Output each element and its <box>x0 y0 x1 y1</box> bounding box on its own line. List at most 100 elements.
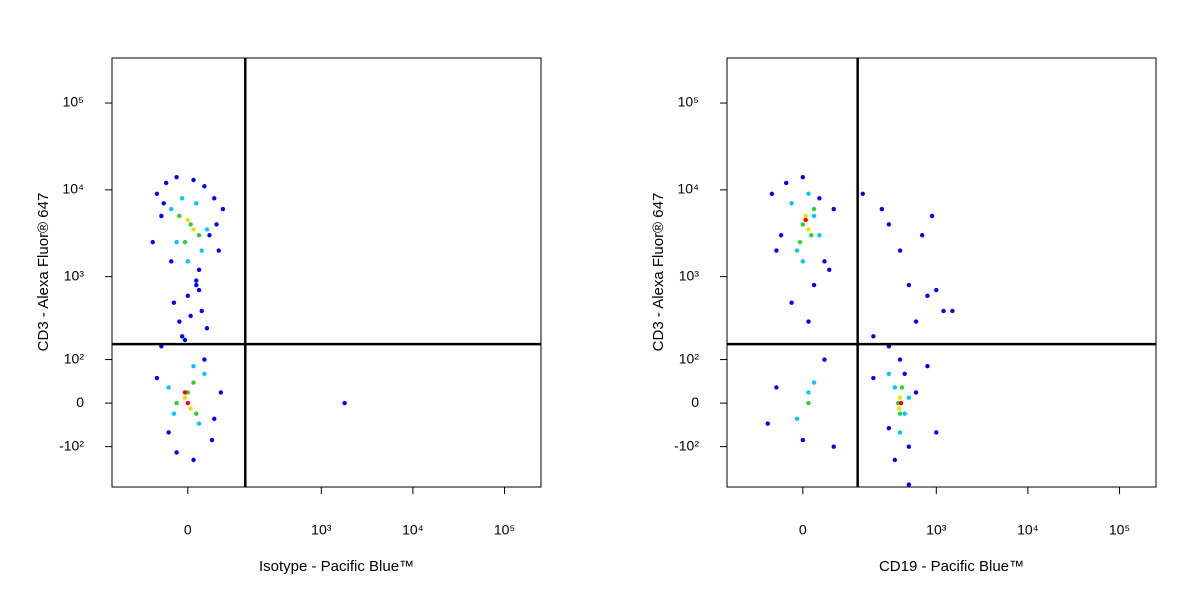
event-dot <box>902 371 907 377</box>
event-dot <box>950 308 955 314</box>
x-tick-label: 10³ <box>926 522 947 538</box>
y-tick-label: 10² <box>679 350 700 366</box>
event-dot <box>794 416 800 422</box>
event-dot <box>202 357 207 362</box>
y-tick-label: 10³ <box>64 267 85 283</box>
event-dot <box>897 395 903 400</box>
y-axis-title: CD3 - Alexa Fluor® 647 <box>650 193 667 352</box>
event-dot <box>182 390 188 395</box>
y-tick-label: 0 <box>691 394 699 410</box>
event-dot <box>886 222 892 227</box>
event-dot <box>185 217 191 223</box>
event-dot <box>188 313 193 319</box>
event-dot <box>897 357 903 362</box>
event-dot <box>831 206 836 212</box>
event-dot <box>827 267 832 272</box>
event-dot <box>817 196 822 201</box>
event-dot <box>214 222 219 227</box>
event-dot <box>216 248 221 253</box>
event-dot <box>913 319 919 324</box>
event-dot <box>199 248 204 253</box>
event-dot <box>174 239 179 245</box>
event-dot <box>925 363 930 369</box>
y-tick-label: 10⁴ <box>677 181 699 197</box>
event-dot <box>191 363 196 369</box>
y-tick-label: 10⁵ <box>678 94 699 110</box>
event-dot <box>806 390 811 395</box>
event-dot <box>831 444 836 449</box>
event-dot <box>194 201 199 206</box>
event-dot <box>794 248 800 253</box>
event-dot <box>897 430 903 435</box>
event-dot <box>941 308 946 314</box>
event-dot <box>765 421 770 426</box>
x-tick-label: 10⁴ <box>402 522 424 538</box>
event-dot <box>800 222 806 227</box>
event-dot <box>811 380 817 385</box>
event-dot <box>191 380 196 385</box>
event-dot <box>934 287 939 293</box>
event-dot <box>182 239 188 245</box>
event-dot <box>191 177 196 183</box>
event-dot <box>789 201 794 206</box>
event-dot <box>811 213 817 219</box>
event-dot <box>179 334 185 339</box>
event-dot <box>806 319 811 324</box>
event-dot <box>897 248 903 253</box>
event-dot <box>902 411 907 416</box>
event-dot <box>822 259 827 264</box>
event-dot <box>185 259 191 264</box>
event-dot <box>174 450 179 455</box>
event-dot <box>212 196 217 201</box>
event-dot <box>896 406 902 411</box>
x-tick-label: 10⁴ <box>1017 522 1039 538</box>
event-dot <box>892 457 898 463</box>
event-dot <box>886 371 892 377</box>
event-dot <box>822 357 827 362</box>
event-dot <box>150 239 155 245</box>
event-dot <box>806 227 811 232</box>
event-dot <box>194 278 199 283</box>
event-dot <box>177 319 182 324</box>
event-dot <box>800 259 806 264</box>
y-tick-label: 0 <box>76 394 84 410</box>
y-tick-label: 10⁵ <box>63 94 84 110</box>
event-dot <box>925 293 930 299</box>
event-dot <box>778 233 784 238</box>
event-dot <box>919 233 925 238</box>
event-dot <box>906 444 912 449</box>
event-dot <box>811 206 817 212</box>
event-dot <box>806 400 811 406</box>
event-dot <box>163 180 169 186</box>
x-tick-label: 10³ <box>311 522 332 538</box>
event-dot <box>218 390 224 395</box>
event-dot <box>185 293 191 299</box>
event-dot <box>800 174 806 180</box>
plot-frame <box>111 57 542 488</box>
event-dot <box>797 239 803 245</box>
event-dot <box>817 233 822 238</box>
event-dot <box>154 191 160 197</box>
event-dot <box>188 222 193 227</box>
event-dot <box>188 406 193 411</box>
x-tick-label: 0 <box>184 522 192 538</box>
event-dot <box>897 411 903 416</box>
x-axis-title: Isotype - Pacific Blue™ <box>259 558 414 575</box>
event-dot <box>860 191 865 197</box>
event-dot <box>182 337 188 343</box>
event-dot <box>182 395 188 400</box>
event-dot <box>929 213 935 219</box>
event-dot <box>191 227 196 232</box>
event-dot <box>209 437 215 443</box>
event-dot <box>194 282 199 288</box>
event-dot <box>196 287 202 293</box>
event-dot <box>784 180 789 186</box>
event-dot <box>174 400 179 406</box>
event-dot <box>789 300 794 305</box>
x-tick-label: 10⁵ <box>494 522 515 538</box>
event-dot <box>177 213 182 219</box>
event-dot <box>199 308 204 314</box>
event-dot <box>774 248 779 253</box>
event-dot <box>166 385 171 390</box>
